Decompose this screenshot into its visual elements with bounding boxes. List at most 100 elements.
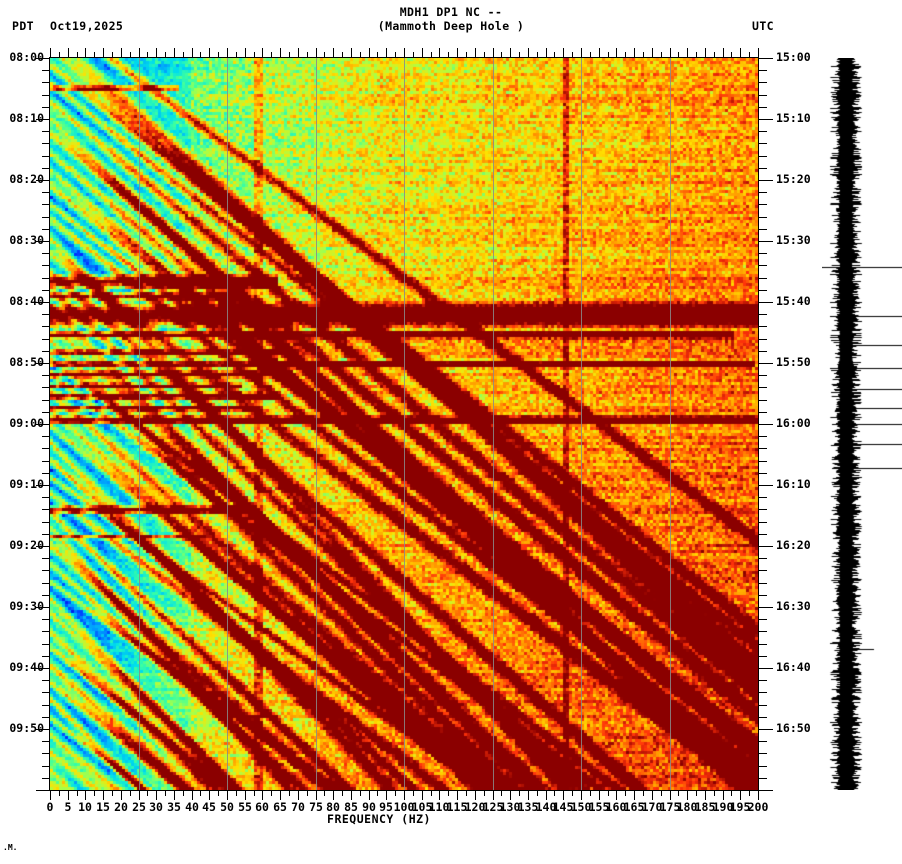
tick-major-freq (262, 791, 263, 800)
freq-label-140: 140 (535, 800, 557, 814)
tick-major-right (759, 424, 773, 425)
tick-freq-top (572, 52, 573, 57)
tick-freq-top (209, 48, 210, 57)
tick-minor-left (42, 217, 50, 218)
tick-minor-freq (289, 791, 290, 796)
tick-minor-left (42, 558, 50, 559)
tick-minor-left (42, 290, 50, 291)
tick-major-right (759, 668, 773, 669)
footer-mark: .M. (3, 843, 18, 852)
tick-freq-top (616, 48, 617, 57)
tick-major-left (36, 180, 50, 181)
tick-freq-top (245, 48, 246, 57)
tick-freq-top (528, 48, 529, 57)
tick-minor-left (42, 143, 50, 144)
tick-minor-right (759, 204, 767, 205)
tick-minor-freq (661, 791, 662, 796)
tick-minor-left (42, 753, 50, 754)
tick-minor-freq (590, 791, 591, 796)
tick-minor-left (42, 265, 50, 266)
tick-minor-left (42, 107, 50, 108)
tick-minor-left (42, 448, 50, 449)
tick-minor-left (42, 741, 50, 742)
tick-minor-right (759, 95, 767, 96)
time-label-pdt-0820: 08:20 (9, 172, 44, 186)
time-label-pdt-0910: 09:10 (9, 477, 44, 491)
tick-major-freq (581, 791, 582, 800)
tick-major-freq (280, 791, 281, 800)
freq-label-85: 85 (344, 800, 358, 814)
tick-freq-top (678, 52, 679, 57)
tick-major-right (759, 180, 773, 181)
tick-minor-freq (254, 791, 255, 796)
tick-freq-top (262, 48, 263, 57)
tick-major-freq (740, 791, 741, 800)
tick-minor-right (759, 705, 767, 706)
tick-minor-freq (608, 791, 609, 796)
tick-minor-freq (431, 791, 432, 796)
tick-minor-left (42, 534, 50, 535)
tick-minor-freq (731, 791, 732, 796)
tick-major-left (36, 790, 50, 791)
tick-minor-freq (537, 791, 538, 796)
tick-minor-right (759, 168, 767, 169)
gridline-25hz (139, 58, 140, 790)
freq-label-90: 90 (362, 800, 376, 814)
tick-minor-freq (749, 791, 750, 796)
tick-minor-left (42, 473, 50, 474)
tick-freq-top (422, 48, 423, 57)
tick-freq-top (227, 48, 228, 57)
timezone-left-label: PDT (12, 19, 34, 33)
tick-minor-right (759, 192, 767, 193)
tick-minor-left (42, 595, 50, 596)
tick-minor-freq (307, 791, 308, 796)
tick-major-right (759, 363, 773, 364)
tick-freq-top (316, 48, 317, 57)
tick-minor-left (42, 509, 50, 510)
tick-minor-freq (466, 791, 467, 796)
tick-major-left (36, 485, 50, 486)
freq-label-160: 160 (605, 800, 627, 814)
freq-label-75: 75 (309, 800, 323, 814)
tick-major-right (759, 729, 773, 730)
plot-border-bottom (49, 790, 759, 791)
tick-major-freq (174, 791, 175, 800)
freq-label-195: 195 (729, 800, 751, 814)
tick-major-freq (723, 791, 724, 800)
time-label-utc-1630: 16:30 (776, 599, 811, 613)
tick-major-freq (705, 791, 706, 800)
tick-freq-top (590, 52, 591, 57)
time-label-utc-1640: 16:40 (776, 660, 811, 674)
tick-major-freq (475, 791, 476, 800)
tick-major-right (759, 119, 773, 120)
tick-freq-top (351, 48, 352, 57)
tick-freq-top (740, 48, 741, 57)
tick-minor-left (42, 692, 50, 693)
timezone-right-label: UTC (752, 19, 774, 33)
tick-freq-top (77, 52, 78, 57)
tick-minor-right (759, 595, 767, 596)
time-label-pdt-0930: 09:30 (9, 599, 44, 613)
tick-major-freq (616, 791, 617, 800)
tick-freq-top (183, 52, 184, 57)
tick-minor-freq (484, 791, 485, 796)
tick-minor-freq (572, 791, 573, 796)
tick-minor-right (759, 509, 767, 510)
freq-label-135: 135 (517, 800, 539, 814)
tick-minor-left (42, 436, 50, 437)
tick-freq-top (466, 52, 467, 57)
tick-minor-right (759, 766, 767, 767)
tick-major-freq (333, 791, 334, 800)
tick-minor-left (42, 656, 50, 657)
spectrogram-plot[interactable] (50, 58, 758, 790)
time-label-pdt-0900: 09:00 (9, 416, 44, 430)
tick-minor-left (42, 95, 50, 96)
tick-freq-top (50, 48, 51, 57)
tick-freq-top (563, 48, 564, 57)
helicorder-trace-panel[interactable] (822, 58, 902, 790)
tick-major-freq (493, 791, 494, 800)
tick-freq-top (94, 52, 95, 57)
tick-major-freq (192, 791, 193, 800)
freq-label-15: 15 (96, 800, 110, 814)
tick-minor-left (42, 778, 50, 779)
